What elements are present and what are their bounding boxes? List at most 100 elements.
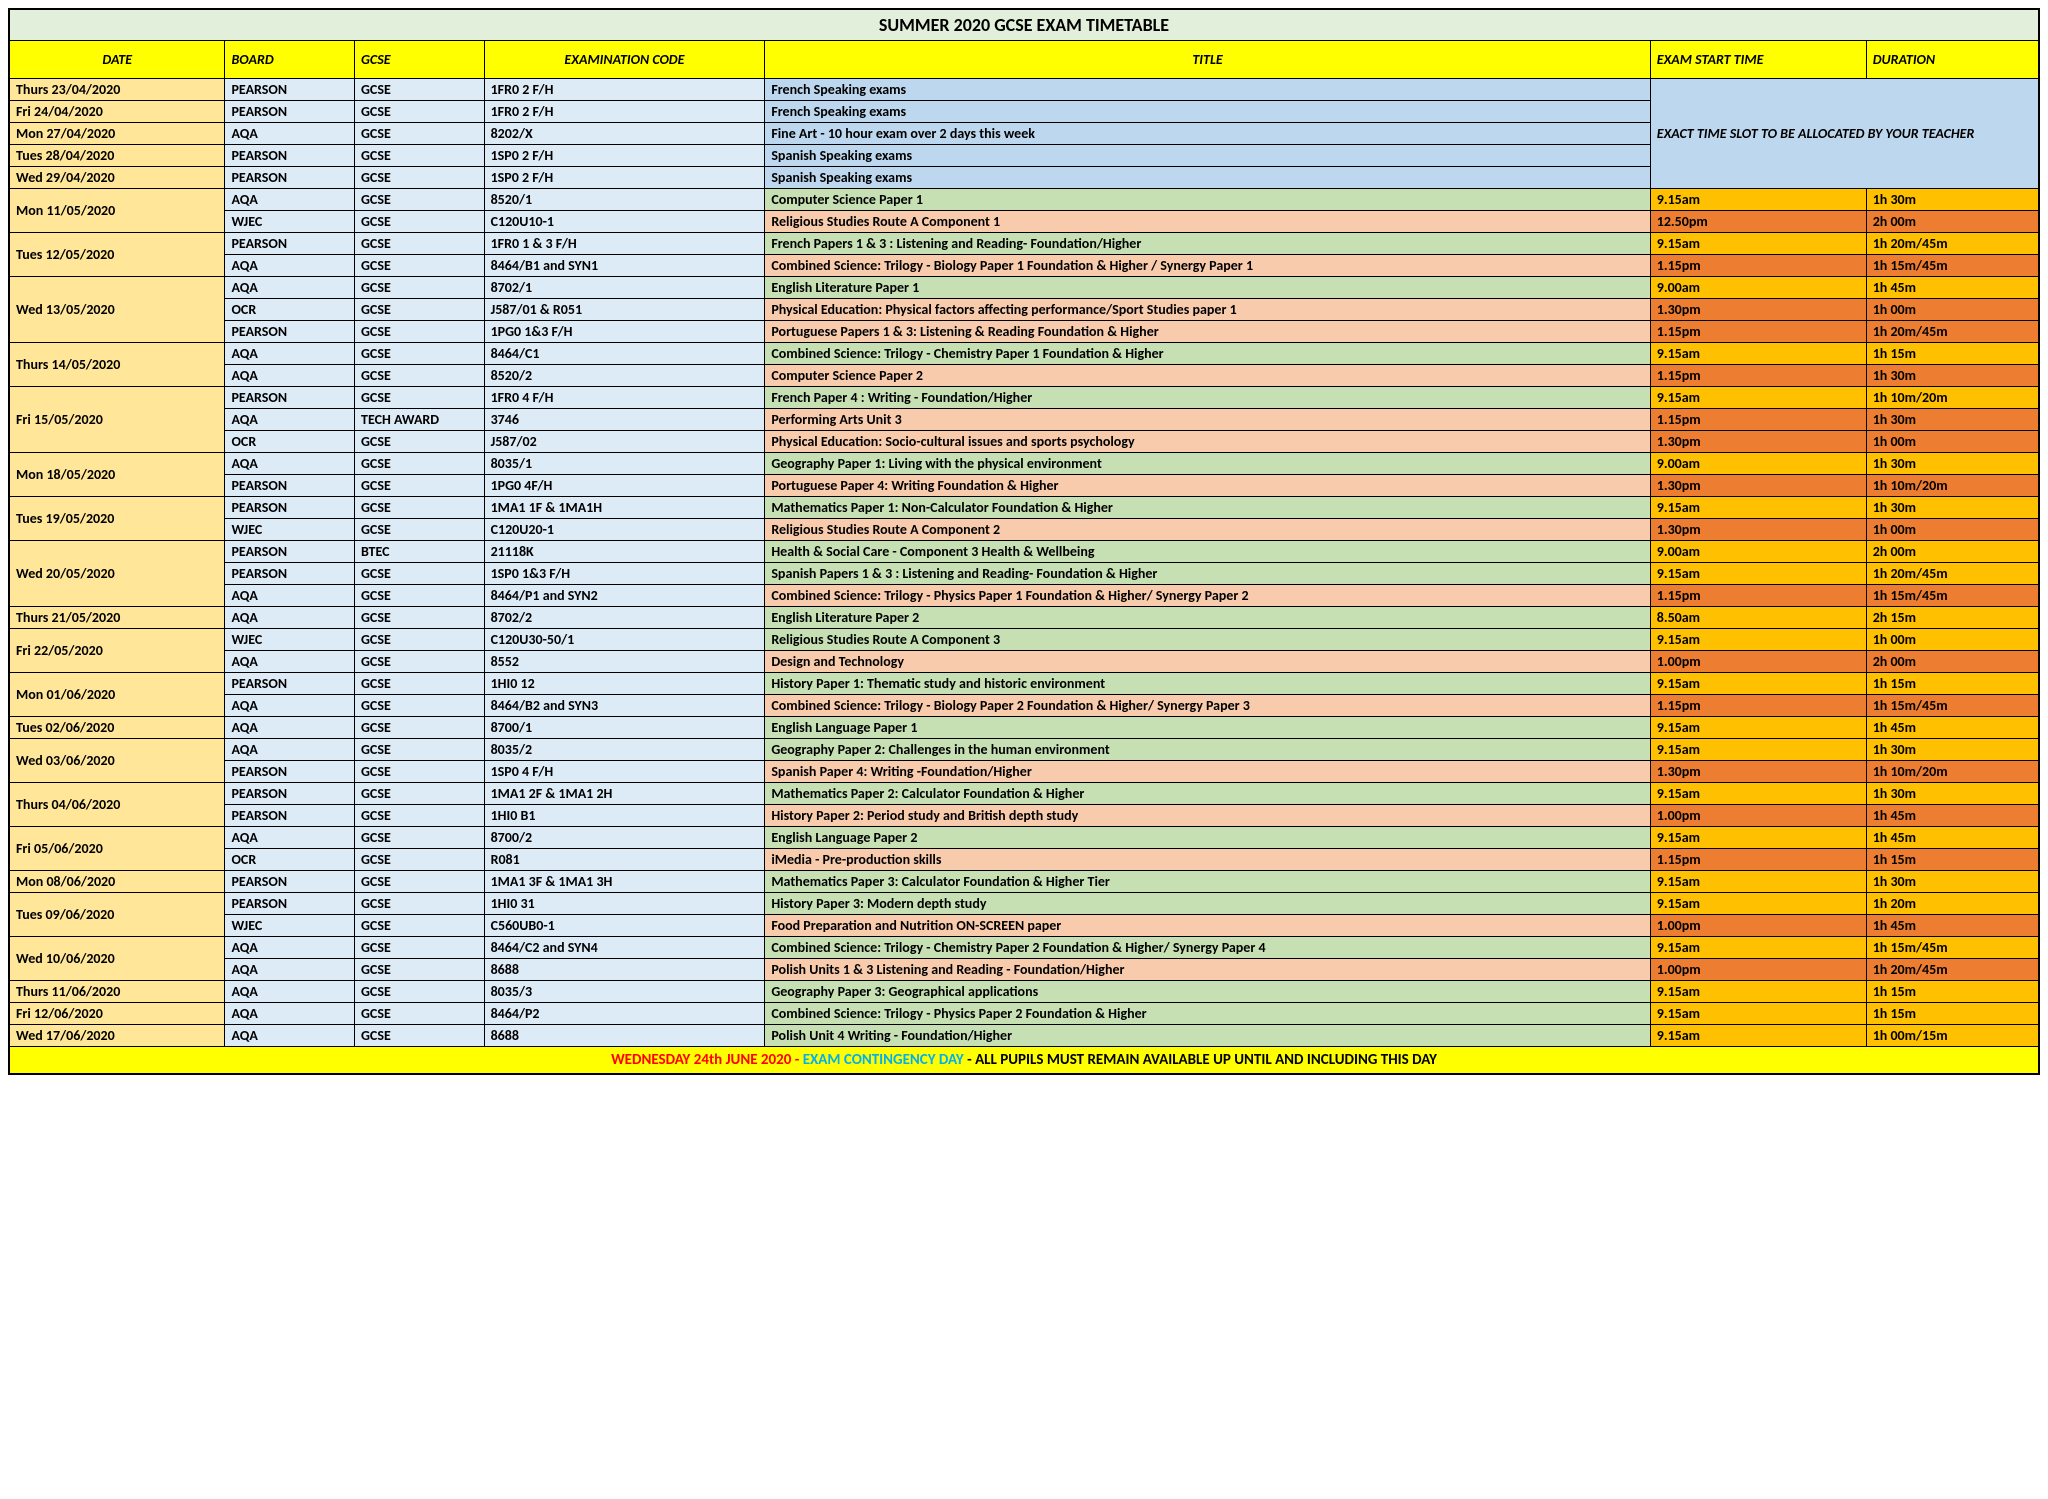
- gcse-cell: GCSE: [355, 189, 485, 211]
- start-time-cell: 9.15am: [1650, 629, 1866, 651]
- start-time-cell: 8.50am: [1650, 607, 1866, 629]
- start-time-cell: 1.00pm: [1650, 805, 1866, 827]
- code-cell: 21118K: [484, 541, 765, 563]
- start-time-cell: 1.30pm: [1650, 475, 1866, 497]
- code-cell: 1HI0 31: [484, 893, 765, 915]
- code-cell: 1SP0 2 F/H: [484, 167, 765, 189]
- exam-title-cell: Computer Science Paper 2: [765, 365, 1650, 387]
- table-row: Wed 10/06/2020AQAGCSE8464/C2 and SYN4Com…: [9, 937, 2039, 959]
- code-cell: 1PG0 1&3 F/H: [484, 321, 765, 343]
- code-cell: 8464/P1 and SYN2: [484, 585, 765, 607]
- board-cell: OCR: [225, 849, 355, 871]
- table-row: Mon 11/05/2020AQAGCSE8520/1Computer Scie…: [9, 189, 2039, 211]
- table-title: SUMMER 2020 GCSE EXAM TIMETABLE: [9, 9, 2039, 41]
- code-cell: 8700/1: [484, 717, 765, 739]
- gcse-cell: GCSE: [355, 431, 485, 453]
- board-cell: AQA: [225, 453, 355, 475]
- table-row: Thurs 23/04/2020PEARSONGCSE1FR0 2 F/HFre…: [9, 79, 2039, 101]
- board-cell: AQA: [225, 189, 355, 211]
- start-time-cell: 9.15am: [1650, 343, 1866, 365]
- exam-title-cell: Health & Social Care - Component 3 Healt…: [765, 541, 1650, 563]
- table-row: Thurs 21/05/2020AQAGCSE8702/2English Lit…: [9, 607, 2039, 629]
- gcse-cell: GCSE: [355, 695, 485, 717]
- duration-cell: 1h 45m: [1866, 717, 2039, 739]
- table-row: Mon 01/06/2020PEARSONGCSE1HI0 12History …: [9, 673, 2039, 695]
- start-time-cell: 9.15am: [1650, 739, 1866, 761]
- exam-title-cell: Physical Education: Socio-cultural issue…: [765, 431, 1650, 453]
- code-cell: 8035/1: [484, 453, 765, 475]
- code-cell: 1FR0 1 & 3 F/H: [484, 233, 765, 255]
- exam-title-cell: Spanish Speaking exams: [765, 145, 1650, 167]
- footer-part-2: EXAM CONTINGENCY DAY: [803, 1051, 967, 1069]
- code-cell: 1HI0 12: [484, 673, 765, 695]
- table-row: AQAGCSE8552Design and Technology1.00pm2h…: [9, 651, 2039, 673]
- duration-cell: 1h 00m: [1866, 519, 2039, 541]
- gcse-cell: GCSE: [355, 915, 485, 937]
- table-row: AQATECH AWARD3746Performing Arts Unit 31…: [9, 409, 2039, 431]
- table-row: Tues 09/06/2020PEARSONGCSE1HI0 31History…: [9, 893, 2039, 915]
- exam-title-cell: Religious Studies Route A Component 3: [765, 629, 1650, 651]
- exam-title-cell: Mathematics Paper 2: Calculator Foundati…: [765, 783, 1650, 805]
- date-cell: Thurs 14/05/2020: [9, 343, 225, 387]
- code-cell: 8688: [484, 1025, 765, 1047]
- code-cell: 1MA1 1F & 1MA1H: [484, 497, 765, 519]
- board-cell: AQA: [225, 365, 355, 387]
- gcse-cell: BTEC: [355, 541, 485, 563]
- duration-cell: 1h 30m: [1866, 189, 2039, 211]
- start-time-cell: 9.00am: [1650, 541, 1866, 563]
- table-row: Fri 15/05/2020PEARSONGCSE1FR0 4 F/HFrenc…: [9, 387, 2039, 409]
- table-header-row: DATE BOARD GCSE EXAMINATION CODE TITLE E…: [9, 41, 2039, 79]
- duration-cell: 1h 15m/45m: [1866, 695, 2039, 717]
- date-cell: Tues 28/04/2020: [9, 145, 225, 167]
- code-cell: 8700/2: [484, 827, 765, 849]
- board-cell: AQA: [225, 585, 355, 607]
- table-row: AQAGCSE8464/B2 and SYN3Combined Science:…: [9, 695, 2039, 717]
- code-cell: 8035/2: [484, 739, 765, 761]
- gcse-cell: GCSE: [355, 233, 485, 255]
- duration-cell: 1h 20m/45m: [1866, 959, 2039, 981]
- exam-title-cell: Mathematics Paper 1: Non-Calculator Foun…: [765, 497, 1650, 519]
- board-cell: AQA: [225, 123, 355, 145]
- start-time-cell: 1.15pm: [1650, 255, 1866, 277]
- board-cell: PEARSON: [225, 321, 355, 343]
- date-cell: Tues 02/06/2020: [9, 717, 225, 739]
- code-cell: 8464/B2 and SYN3: [484, 695, 765, 717]
- exam-title-cell: French Speaking exams: [765, 101, 1650, 123]
- exam-title-cell: French Speaking exams: [765, 79, 1650, 101]
- code-cell: C120U10-1: [484, 211, 765, 233]
- date-cell: Fri 24/04/2020: [9, 101, 225, 123]
- start-time-cell: 9.15am: [1650, 673, 1866, 695]
- exam-title-cell: English Literature Paper 2: [765, 607, 1650, 629]
- gcse-cell: GCSE: [355, 365, 485, 387]
- start-time-cell: 9.15am: [1650, 497, 1866, 519]
- table-row: Fri 12/06/2020AQAGCSE8464/P2Combined Sci…: [9, 1003, 2039, 1025]
- duration-cell: 1h 15m: [1866, 981, 2039, 1003]
- code-cell: C120U30-50/1: [484, 629, 765, 651]
- exam-title-cell: French Paper 4 : Writing - Foundation/Hi…: [765, 387, 1650, 409]
- code-cell: 1FR0 4 F/H: [484, 387, 765, 409]
- table-row: OCRGCSER081iMedia - Pre-production skill…: [9, 849, 2039, 871]
- gcse-cell: GCSE: [355, 1003, 485, 1025]
- gcse-cell: GCSE: [355, 783, 485, 805]
- gcse-cell: GCSE: [355, 959, 485, 981]
- duration-cell: 1h 10m/20m: [1866, 761, 2039, 783]
- exam-title-cell: Combined Science: Trilogy - Physics Pape…: [765, 585, 1650, 607]
- code-cell: 8552: [484, 651, 765, 673]
- col-date-header: DATE: [9, 41, 225, 79]
- col-start-header: EXAM START TIME: [1650, 41, 1866, 79]
- board-cell: PEARSON: [225, 497, 355, 519]
- start-time-cell: 1.15pm: [1650, 849, 1866, 871]
- exam-title-cell: Physical Education: Physical factors aff…: [765, 299, 1650, 321]
- duration-cell: 1h 10m/20m: [1866, 475, 2039, 497]
- table-row: Fri 22/05/2020WJECGCSEC120U30-50/1Religi…: [9, 629, 2039, 651]
- exam-title-cell: English Language Paper 1: [765, 717, 1650, 739]
- exam-title-cell: Combined Science: Trilogy - Physics Pape…: [765, 1003, 1650, 1025]
- code-cell: C120U20-1: [484, 519, 765, 541]
- board-cell: PEARSON: [225, 893, 355, 915]
- duration-cell: 2h 00m: [1866, 211, 2039, 233]
- board-cell: AQA: [225, 255, 355, 277]
- exam-title-cell: Computer Science Paper 1: [765, 189, 1650, 211]
- duration-cell: 1h 30m: [1866, 739, 2039, 761]
- table-row: AQAGCSE8464/B1 and SYN1Combined Science:…: [9, 255, 2039, 277]
- code-cell: 8464/P2: [484, 1003, 765, 1025]
